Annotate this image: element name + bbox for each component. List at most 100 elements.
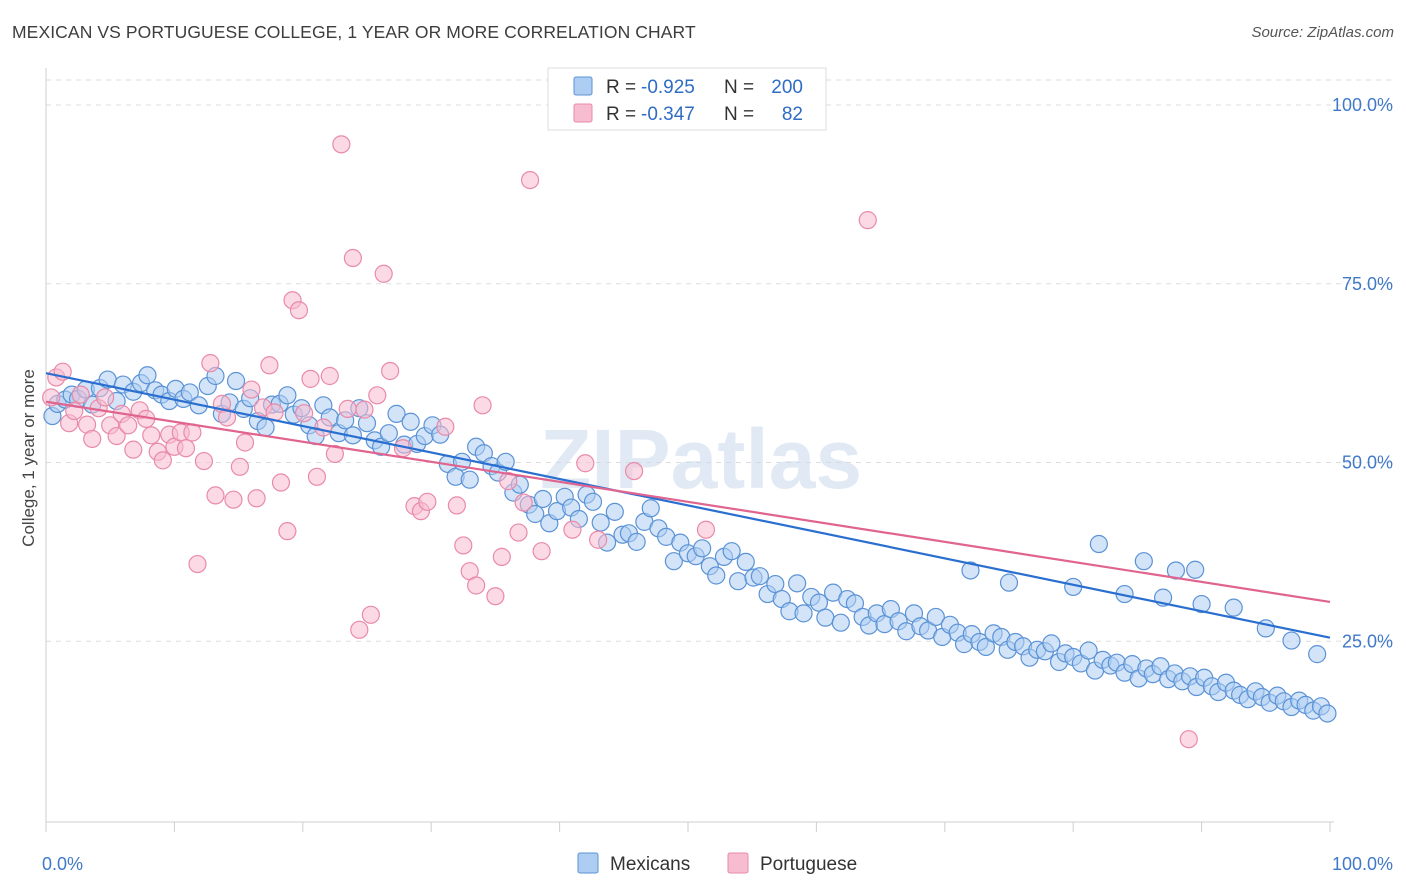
portuguese-point [153, 451, 172, 470]
mexicans-point [583, 492, 603, 511]
portuguese-points [42, 135, 1198, 749]
portuguese-point [320, 366, 339, 386]
mexicans-point [460, 470, 479, 489]
mexicans-point [845, 594, 865, 613]
portuguese-point [307, 467, 327, 486]
portuguese-point [289, 301, 309, 320]
legend-r-value: -0.347 [641, 104, 695, 125]
portuguese-point [242, 380, 261, 399]
mexicans-point [1282, 631, 1301, 650]
bottom-legend-mexicans: Mexicans [610, 854, 690, 875]
mexicans-point [180, 383, 199, 402]
portuguese-point [532, 542, 551, 561]
mexicans-point [1308, 645, 1327, 664]
mexicans-point [641, 499, 660, 518]
portuguese-point [338, 399, 357, 418]
portuguese-point [278, 522, 297, 541]
portuguese-point [467, 576, 486, 595]
portuguese-trend-line [45, 400, 1331, 604]
portuguese-point [520, 170, 540, 190]
portuguese-point [418, 492, 437, 511]
portuguese-point [499, 472, 518, 491]
portuguese-point [381, 361, 400, 381]
portuguese-point [107, 426, 126, 446]
mexicans-point [722, 542, 741, 561]
mexicans-point [1089, 534, 1108, 554]
portuguese-point [95, 388, 115, 407]
bottom-legend: Mexicans Portuguese [577, 852, 857, 875]
mexicans-point [526, 504, 545, 524]
mexicans-point [926, 607, 945, 627]
legend-swatch-portuguese [573, 103, 593, 123]
y-tick-label: 50.0% [1342, 453, 1393, 473]
portuguese-point [142, 426, 161, 445]
portuguese-point [235, 433, 255, 452]
mexicans-point [707, 566, 726, 585]
bottom-legend-swatch-portuguese [727, 852, 749, 874]
legend-box [547, 67, 827, 131]
portuguese-point [217, 408, 237, 427]
mexicans-point [627, 532, 646, 551]
portuguese-point [271, 473, 291, 492]
mexicans-point [961, 561, 980, 580]
portuguese-point [194, 451, 214, 471]
portuguese-point [119, 416, 138, 435]
y-tick-labels: 25.0% 50.0% 75.0% 100.0% [1332, 95, 1393, 651]
legend-n-label: N = [724, 104, 754, 125]
portuguese-point [71, 385, 90, 404]
mexicans-point [750, 567, 770, 586]
chart-title: MEXICAN VS PORTUGUESE COLLEGE, 1 YEAR OR… [12, 22, 696, 42]
y-tick-label: 25.0% [1342, 631, 1393, 651]
mexicans-point [401, 412, 420, 431]
trend-lines [45, 372, 1331, 639]
mexicans-point [1192, 594, 1211, 614]
y-tick-label: 75.0% [1342, 274, 1393, 294]
portuguese-point [361, 605, 380, 624]
portuguese-point [486, 587, 505, 606]
portuguese-point [247, 489, 266, 508]
mexicans-point [794, 604, 813, 623]
mexicans-point [831, 613, 850, 632]
portuguese-point [83, 429, 102, 449]
y-tick-label: 100.0% [1332, 95, 1393, 115]
portuguese-point [124, 440, 143, 459]
portuguese-point [514, 493, 533, 512]
mexicans-point [387, 404, 406, 423]
portuguese-point [563, 520, 582, 539]
portuguese-point [325, 444, 344, 464]
mexicans-trend-line [45, 372, 1331, 639]
mexicans-point [1042, 634, 1061, 653]
portuguese-point [436, 417, 455, 436]
portuguese-point [492, 547, 511, 566]
mexicans-point [138, 366, 157, 385]
bottom-legend-swatch-mexicans [577, 852, 599, 874]
portuguese-point [314, 418, 333, 437]
mexicans-point [533, 489, 553, 509]
legend-swatch-mexicans [573, 76, 593, 96]
portuguese-point [473, 396, 492, 415]
mexicans-point [816, 608, 835, 627]
mexicans-point [693, 539, 712, 558]
portuguese-point [301, 369, 320, 388]
mexicans-point [809, 593, 829, 612]
portuguese-point [454, 536, 473, 555]
legend-n-value: 200 [771, 77, 803, 98]
portuguese-point [206, 486, 225, 505]
mexicans-point [256, 418, 275, 437]
portuguese-point [294, 404, 314, 423]
axes [45, 68, 1334, 832]
legend-n-label: N = [724, 77, 754, 98]
mexicans-point [379, 424, 398, 443]
mexicans-point [976, 637, 995, 657]
mexicans-point [605, 502, 624, 521]
mexicans-point [999, 573, 1019, 592]
portuguese-point [230, 457, 249, 476]
portuguese-point [368, 386, 387, 405]
mexicans-point [1318, 704, 1337, 723]
mexicans-point [736, 552, 755, 571]
mexicans-point [1134, 552, 1153, 571]
portuguese-point [1179, 730, 1198, 749]
portuguese-point [374, 264, 393, 283]
portuguese-point [188, 554, 207, 574]
